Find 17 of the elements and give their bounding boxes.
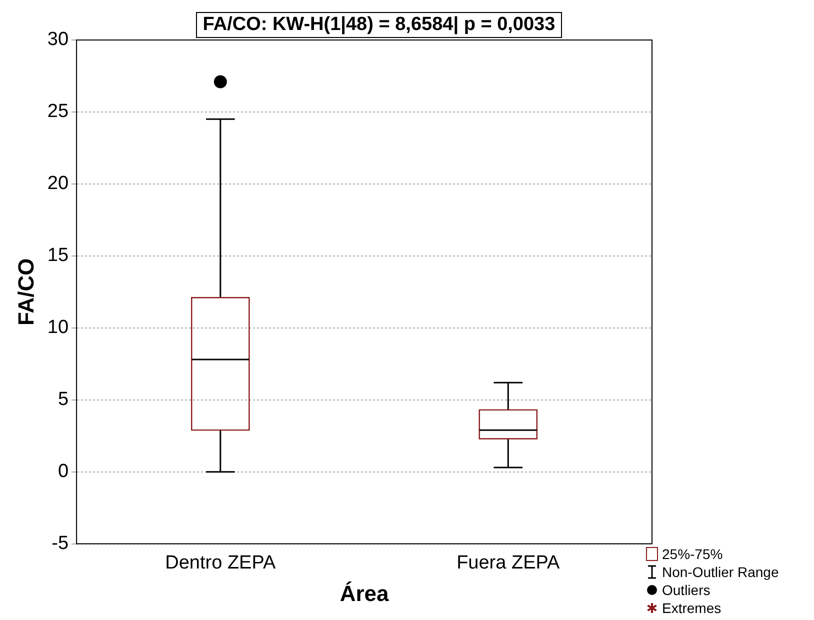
text: Non-Outlier Range xyxy=(662,563,779,581)
y-tick-label: 5 xyxy=(58,389,69,410)
y-tick-label: 10 xyxy=(47,317,69,338)
x-tick-label: Fuera ZEPA xyxy=(456,552,560,574)
chart-title: FA/CO: KW-H(1|48) = 8,6584| p = 0,0033 xyxy=(196,12,562,38)
x-axis-title: Área xyxy=(340,580,390,606)
y-tick-label: 30 xyxy=(47,29,69,50)
y-tick-label: 20 xyxy=(47,173,69,194)
y-tick-label: -5 xyxy=(52,533,69,554)
y-tick-label: 15 xyxy=(47,245,69,266)
y-tick-label: 25 xyxy=(47,101,69,122)
y-axis-title: FA/CO xyxy=(13,258,38,326)
y-tick-label: 0 xyxy=(58,461,69,482)
x-tick-label: Dentro ZEPA xyxy=(165,552,276,574)
text: Extremes xyxy=(662,599,722,617)
text: 25%-75% xyxy=(662,545,723,563)
text: Outliers xyxy=(662,581,710,599)
